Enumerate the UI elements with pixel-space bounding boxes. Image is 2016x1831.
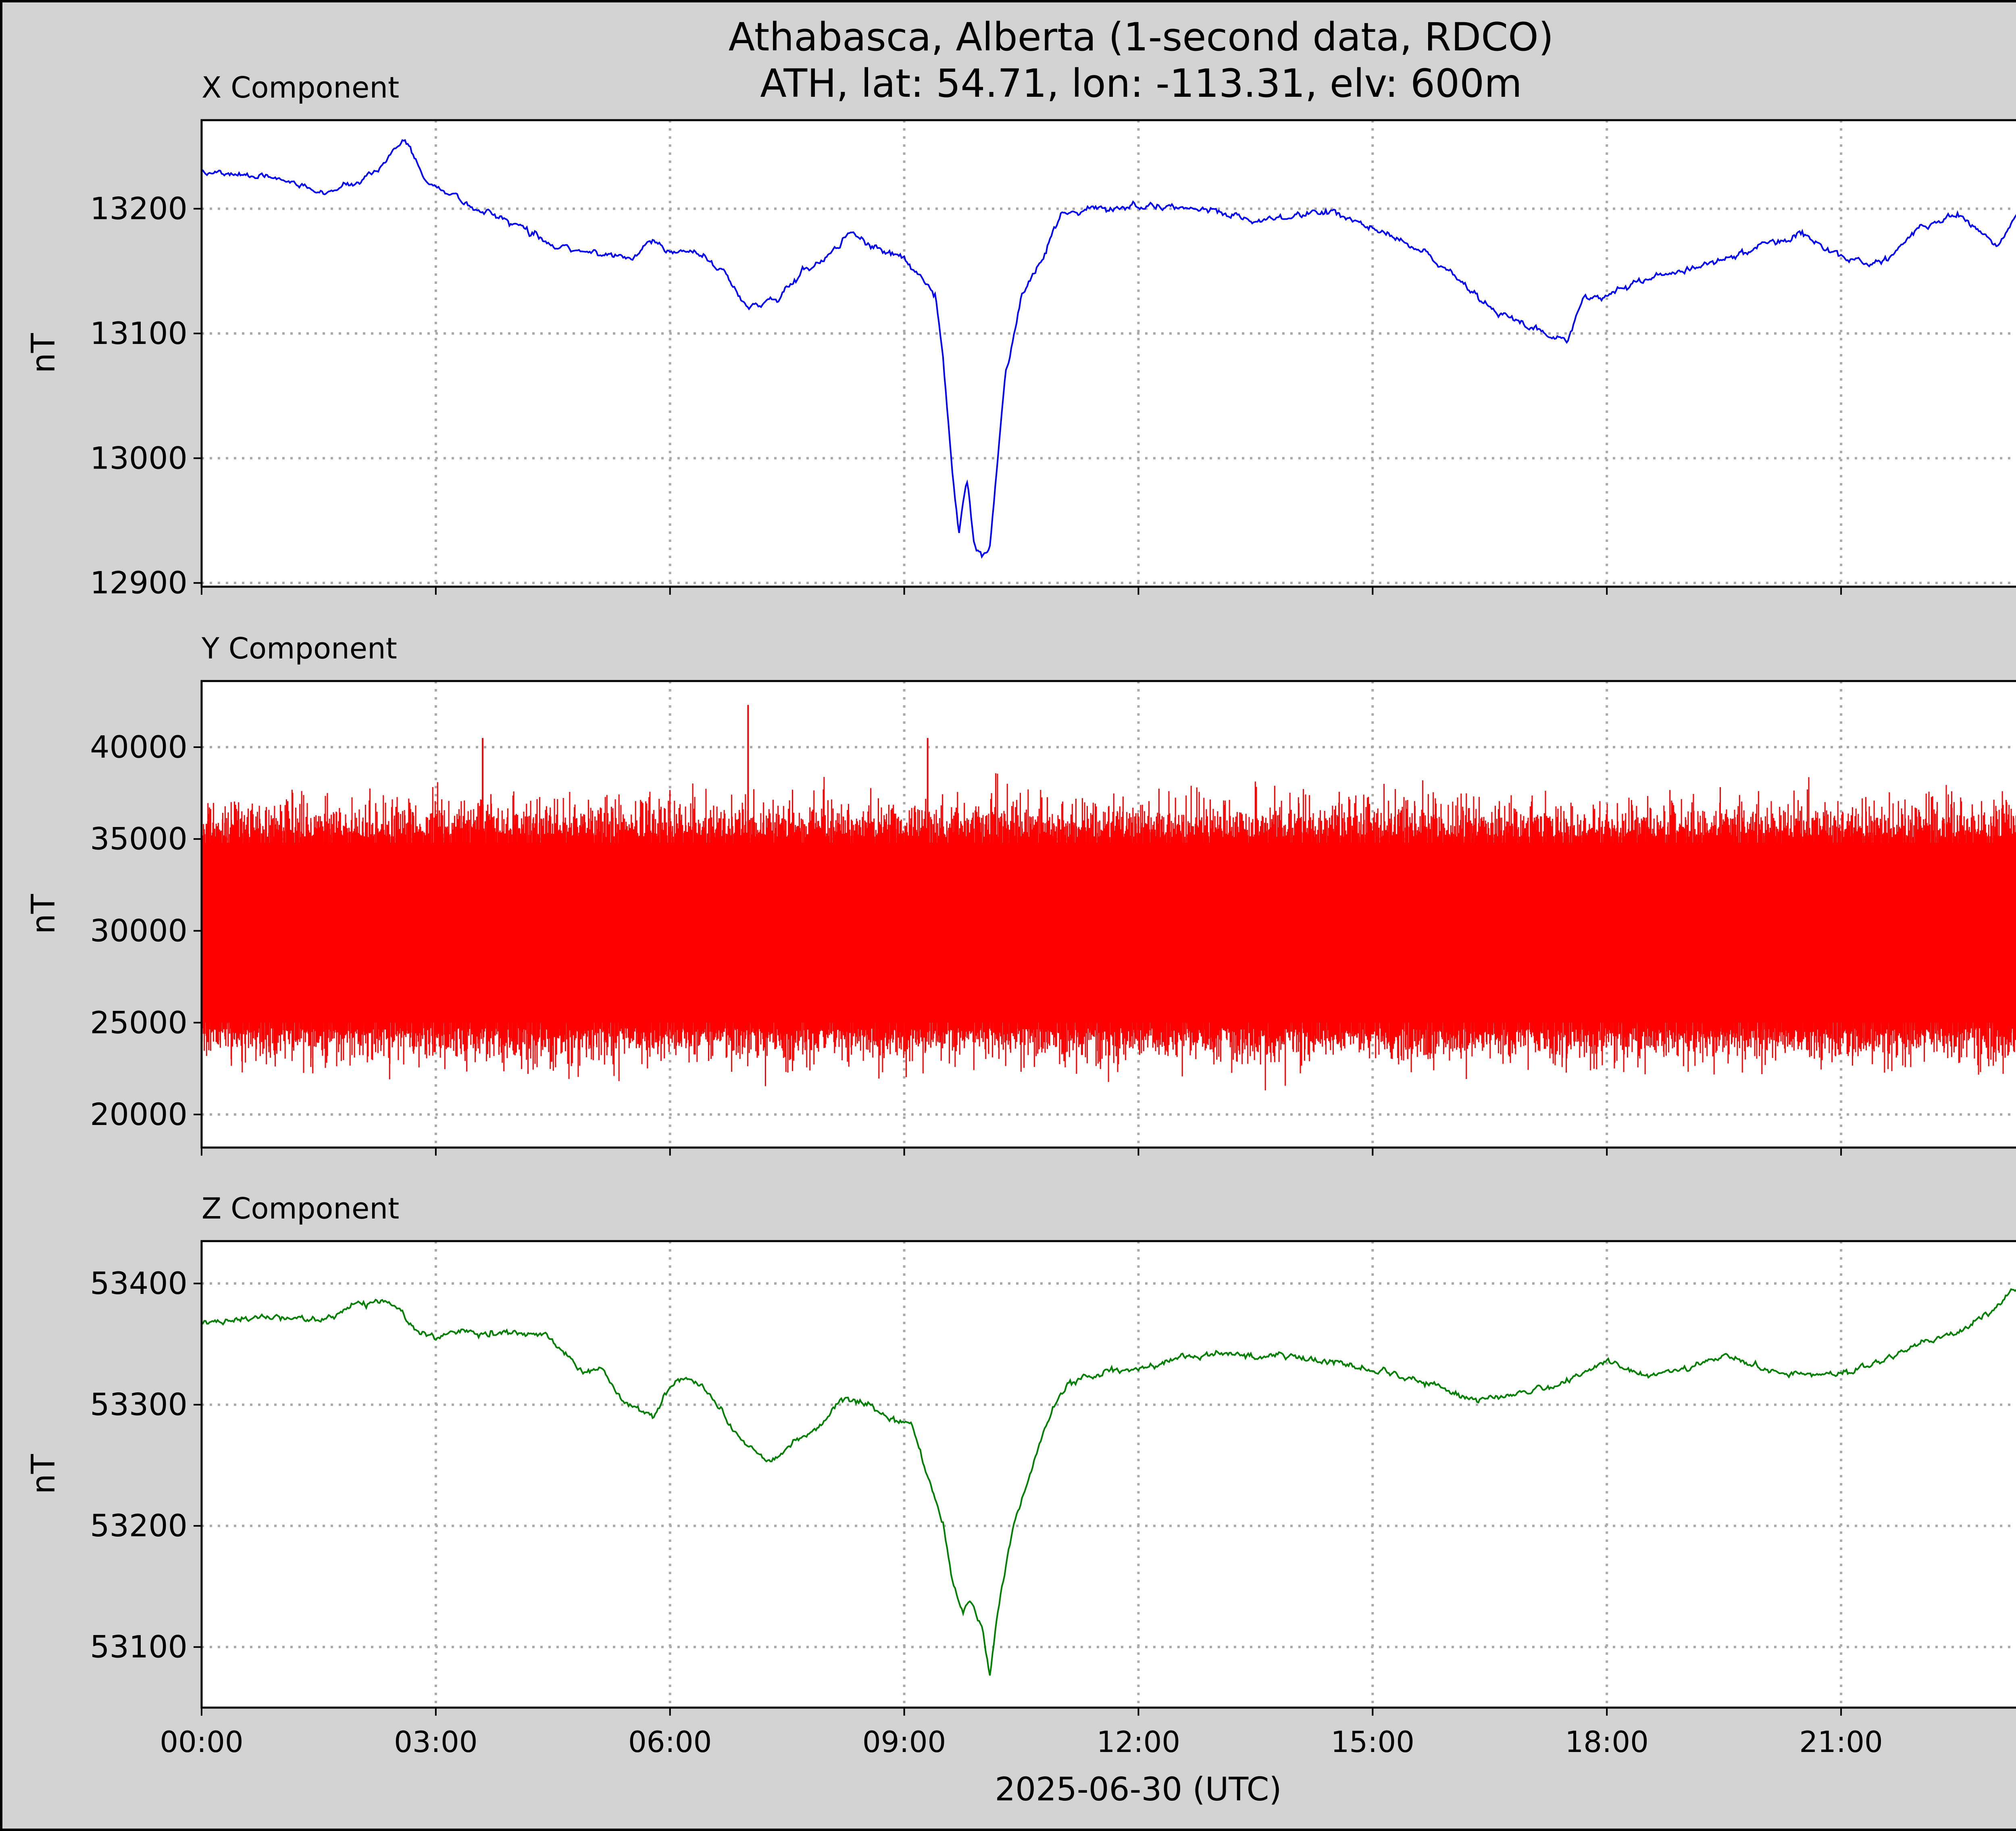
xtick-label-1: 03:00	[394, 1725, 478, 1759]
xtick-label-5: 15:00	[1331, 1725, 1415, 1759]
ytick-label-y-3: 35000	[90, 821, 187, 857]
xtick-label-7: 21:00	[1799, 1725, 1883, 1759]
ytick-label-x-3: 13200	[90, 191, 187, 227]
figure-title-line2: ATH, lat: 54.71, lon: -113.31, elv: 600m	[760, 61, 1522, 106]
ytick-label-z-3: 53400	[90, 1265, 187, 1301]
series-x	[201, 139, 2016, 559]
ytick-label-x-1: 13000	[90, 440, 187, 476]
ytick-label-y-1: 25000	[90, 1004, 187, 1040]
panel-y-component: 20000 25000 30000 35000 40000 Y Component nT	[25, 631, 2016, 1156]
ytick-label-y-2: 30000	[90, 912, 187, 948]
ylabel-z: nT	[25, 1454, 62, 1494]
ytick-label-x-0: 12900	[90, 565, 187, 601]
series-line-x-0	[201, 139, 2016, 559]
ytick-label-y-0: 20000	[90, 1096, 187, 1132]
xtick-label-6: 18:00	[1565, 1725, 1649, 1759]
ytick-label-x-2: 13100	[90, 315, 187, 351]
xtick-label-3: 09:00	[862, 1725, 946, 1759]
panel-z-component: 53100 53200 53300 53400 00:00 03:00 06:00 09:00…	[25, 1192, 2016, 1759]
series-y	[201, 705, 2016, 1091]
series-z	[201, 1288, 2016, 1676]
grid-z	[202, 1241, 2016, 1708]
panel-title-z: Z Component	[202, 1192, 399, 1225]
ytick-label-y-4: 40000	[90, 729, 187, 765]
ticks-y: 20000 25000 30000 35000 40000	[90, 729, 1842, 1156]
ylabel-y: nT	[25, 894, 62, 934]
panel-x-component: 12900 13000 13100 13200 X Component nT	[25, 71, 2016, 601]
panel-title-y: Y Component	[201, 631, 397, 665]
ytick-label-z-2: 53300	[90, 1387, 187, 1423]
series-line-z-0	[201, 1288, 2016, 1676]
ticks-z: 53100 53200 53300 53400 00:00 03:00 06:00 09:00…	[90, 1265, 1883, 1759]
xtick-label-4: 12:00	[1097, 1725, 1181, 1759]
ticks-x: 12900 13000 13100 13200	[90, 191, 1842, 601]
ylabel-x: nT	[25, 333, 62, 373]
ytick-label-z-1: 53200	[90, 1508, 187, 1544]
xtick-label-0: 00:00	[160, 1725, 244, 1759]
x-axis-label: 2025-06-30 (UTC)	[995, 1771, 1281, 1808]
ytick-label-z-0: 53100	[90, 1629, 187, 1665]
xtick-label-2: 06:00	[628, 1725, 712, 1759]
plot-area-x	[202, 120, 2016, 587]
plot-area-z	[202, 1241, 2016, 1708]
figure-title-line1: Athabasca, Alberta (1-second data, RDCO)	[729, 15, 1554, 60]
panel-title-x: X Component	[202, 71, 399, 104]
